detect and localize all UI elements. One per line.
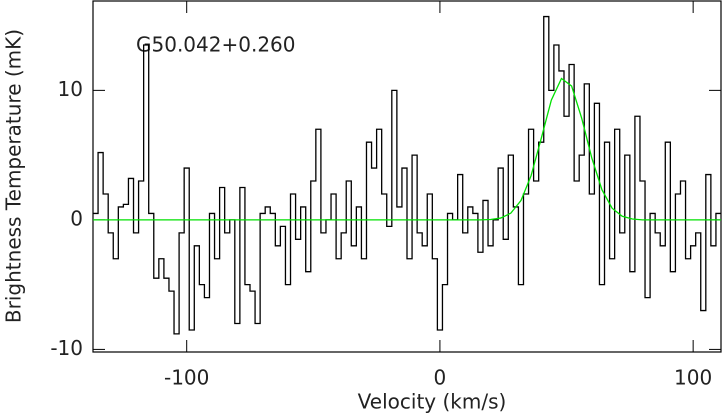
spectrum-line [93, 15, 721, 335]
y-axis-label: Brightness Temperature (mK) [2, 29, 26, 323]
x-axis-label: Velocity (km/s) [358, 390, 507, 414]
x-tick-label: 0 [434, 366, 447, 390]
plot-frame [92, 0, 722, 353]
x-tick-label: -100 [164, 366, 209, 390]
y-tick-label: -10 [50, 336, 83, 360]
y-tick-label: 10 [58, 77, 83, 101]
y-tick-label: 0 [70, 206, 83, 230]
fit-line [93, 77, 721, 221]
x-tick-label: 100 [674, 366, 712, 390]
annotation: G50.042+0.260 [136, 33, 296, 57]
